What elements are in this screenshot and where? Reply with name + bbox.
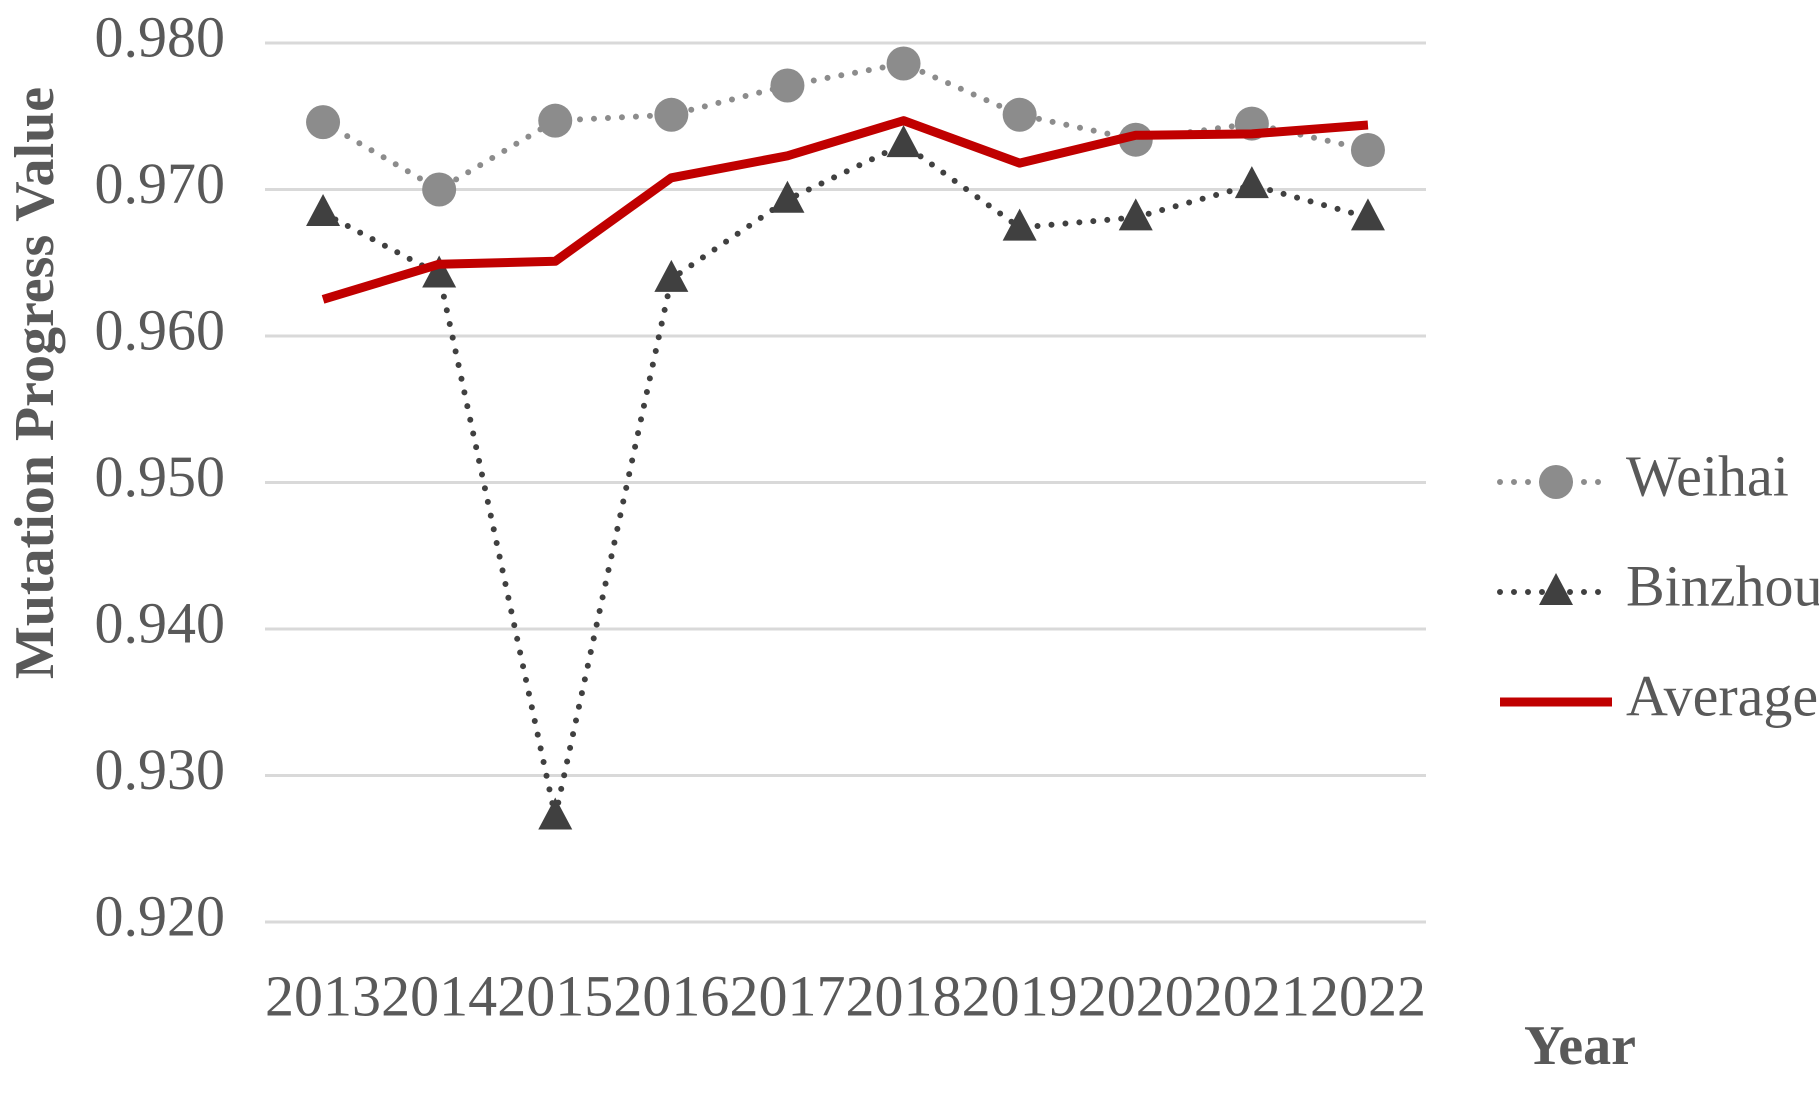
legend-marker (1539, 465, 1573, 499)
series-line (321, 116, 1369, 304)
x-tick-label: 2020 (1078, 963, 1194, 1028)
x-tick-label: 2022 (1310, 963, 1426, 1028)
data-point (306, 193, 341, 226)
y-tick-label: 0.980 (95, 4, 226, 69)
x-tick-label: 2017 (729, 963, 845, 1028)
data-point (1350, 198, 1385, 231)
y-tick-label: 0.920 (95, 883, 226, 948)
data-point (1002, 97, 1037, 132)
y-tick-label: 0.960 (95, 297, 226, 362)
data-point (538, 797, 573, 830)
legend-label: Binzhou (1626, 553, 1819, 618)
legend-marker (1539, 573, 1573, 605)
data-point (538, 103, 573, 138)
data-point (886, 46, 921, 81)
x-tick-label: 2018 (846, 963, 962, 1028)
x-tick-label: 2016 (613, 963, 729, 1028)
x-axis-title: Year (1524, 1015, 1636, 1077)
y-tick-label: 0.940 (95, 590, 226, 655)
data-point (1118, 198, 1153, 231)
data-point (770, 180, 805, 213)
legend-label: Weihai (1626, 443, 1789, 508)
data-point (422, 255, 457, 288)
y-tick-label: 0.970 (95, 151, 226, 216)
x-tick-label: 2013 (265, 963, 381, 1028)
x-tick-label: 2015 (497, 963, 613, 1028)
data-point (654, 97, 689, 132)
data-point (306, 105, 341, 140)
y-axis-title: Mutation Progress Value (4, 87, 66, 679)
data-point (1234, 166, 1269, 199)
data-point (886, 125, 921, 158)
data-point (770, 68, 805, 103)
x-tick-label: 2021 (1194, 963, 1310, 1028)
series-line (320, 140, 1371, 818)
x-tick-label: 2019 (962, 963, 1078, 1028)
y-tick-label: 0.950 (95, 444, 226, 509)
data-point (1002, 208, 1037, 241)
data-point (654, 259, 689, 292)
legend-label: Average (1626, 663, 1818, 728)
data-point (422, 172, 457, 207)
x-tick-label: 2014 (381, 963, 497, 1028)
y-tick-label: 0.930 (95, 737, 226, 802)
data-point (1350, 132, 1385, 167)
